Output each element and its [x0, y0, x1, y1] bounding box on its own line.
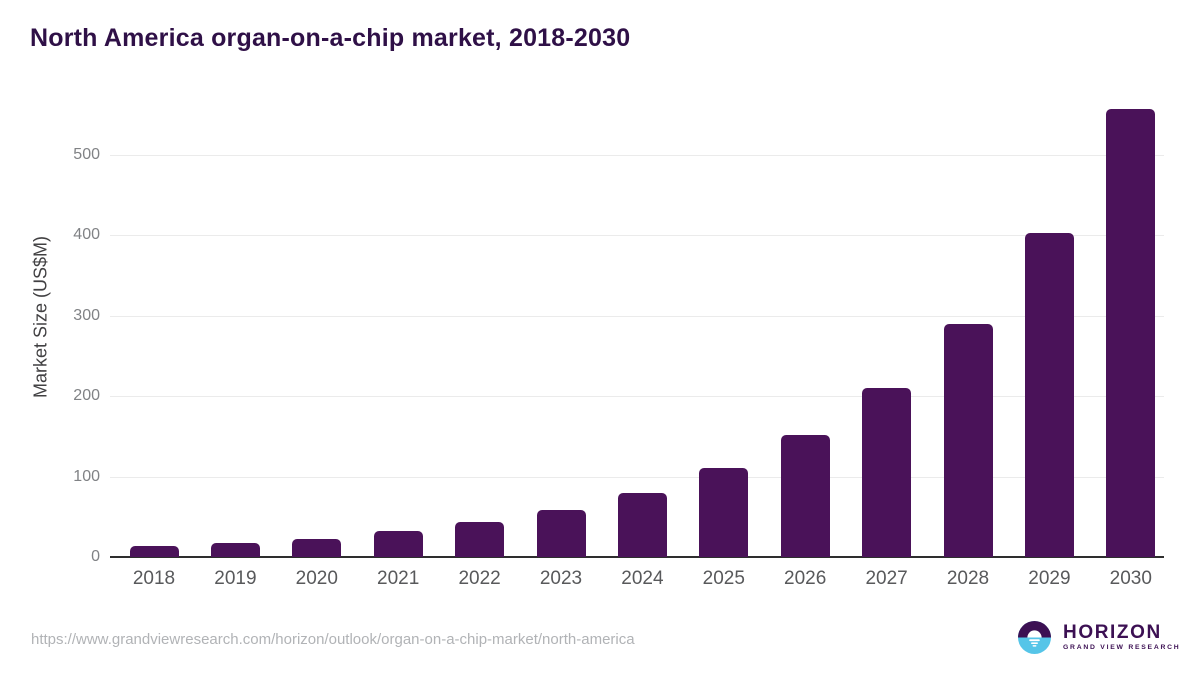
- x-tick-label-2021: 2021: [377, 568, 420, 589]
- bar-2029: [1024, 232, 1074, 557]
- logo-subtitle: GRAND VIEW RESEARCH: [1063, 644, 1181, 651]
- x-tick-label-2023: 2023: [539, 568, 583, 589]
- gridline-100: [110, 476, 1164, 478]
- bar-2024: [617, 492, 667, 557]
- y-tick-label-0: 0: [91, 548, 100, 565]
- x-tick-label-2025: 2025: [702, 568, 745, 589]
- chart-title: North America organ-on-a-chip market, 20…: [30, 24, 631, 52]
- logo-wordmark: HORIZON: [1063, 622, 1162, 643]
- gridline-400: [110, 235, 1164, 237]
- logo-text: HORIZON GRAND VIEW RESEARCH: [1063, 621, 1180, 651]
- x-tick-label-2028: 2028: [946, 568, 990, 589]
- horizon-sun-icon: [1018, 621, 1051, 654]
- gridline-200: [110, 396, 1164, 398]
- horizon-logo: HORIZON GRAND VIEW RESEARCH: [1018, 621, 1180, 654]
- bar-2018: [129, 545, 179, 557]
- bar-2023: [536, 509, 586, 557]
- x-tick-label-2018: 2018: [132, 568, 176, 589]
- bar-2021: [373, 531, 423, 557]
- bar-2030: [1106, 109, 1156, 557]
- y-tick-label-500: 500: [73, 146, 100, 163]
- source-url: https://www.grandviewresearch.com/horizo…: [31, 631, 635, 648]
- x-tick-label-2022: 2022: [458, 568, 501, 589]
- gridline-500: [110, 155, 1164, 156]
- bar-2019: [210, 542, 260, 557]
- y-tick-label-300: 300: [73, 306, 100, 324]
- y-tick-label-200: 200: [73, 387, 100, 405]
- x-tick-label-2026: 2026: [784, 568, 827, 589]
- x-tick-label-2029: 2029: [1028, 568, 1071, 589]
- bar-2028: [943, 323, 993, 557]
- x-tick-label-2019: 2019: [214, 568, 257, 589]
- bar-2025: [699, 467, 749, 557]
- bar-2022: [455, 522, 505, 557]
- gridline-300: [110, 315, 1164, 317]
- bar-2026: [780, 434, 830, 557]
- y-tick-label-100: 100: [73, 467, 100, 485]
- x-tick-label-2030: 2030: [1109, 568, 1152, 589]
- x-tick-label-2024: 2024: [621, 568, 664, 589]
- bar-2027: [862, 388, 912, 557]
- x-tick-label-2020: 2020: [295, 568, 338, 589]
- y-tick-label-400: 400: [73, 226, 100, 244]
- bar-2020: [292, 538, 342, 557]
- x-tick-label-2027: 2027: [865, 568, 908, 589]
- x-axis-line: [110, 556, 1164, 558]
